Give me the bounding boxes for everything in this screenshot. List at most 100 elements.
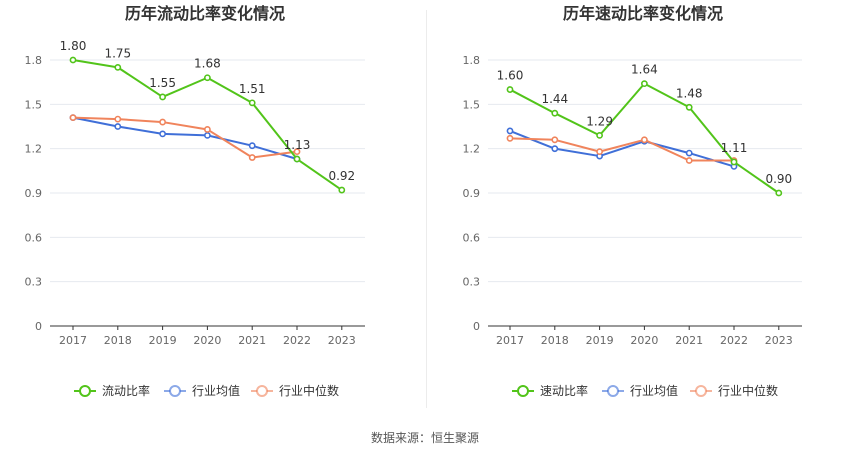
y-tick-label: 0.3 — [463, 276, 481, 289]
circle-line-icon — [79, 385, 91, 397]
data-point-industry_median[interactable] — [506, 134, 514, 142]
data-point-ratio[interactable] — [641, 80, 648, 88]
x-tick-label: 2023 — [765, 334, 793, 347]
legend-item-industry_avg[interactable]: 行业均值 — [602, 383, 678, 398]
data-point-industry_avg[interactable] — [203, 131, 211, 139]
data-point-industry_median[interactable] — [203, 126, 211, 133]
y-tick-label: 1.5 — [463, 98, 481, 111]
y-tick-label: 1.8 — [25, 54, 43, 67]
data-point-ratio[interactable] — [685, 103, 693, 111]
data-point-ratio[interactable] — [114, 63, 122, 71]
legend-item-industry_median[interactable]: 行业中位数 — [690, 383, 778, 398]
legend-item-ratio[interactable]: 流动比率 — [74, 383, 150, 398]
x-tick-label: 2021 — [238, 334, 266, 347]
data-label: 0.90 — [765, 172, 792, 186]
series-line-industry_median — [72, 116, 298, 159]
x-tick-label: 2019 — [149, 334, 177, 347]
data-point-industry_median[interactable] — [641, 136, 648, 144]
circle-line-icon — [517, 385, 529, 397]
legend-item-industry_avg[interactable]: 行业均值 — [164, 383, 240, 398]
circle-line-icon — [607, 385, 619, 397]
x-tick-label: 2018 — [541, 334, 569, 347]
data-point-ratio[interactable] — [69, 56, 77, 64]
data-label: 1.51 — [239, 82, 266, 96]
y-tick-label: 0.6 — [463, 231, 481, 244]
data-label: 1.60 — [497, 69, 524, 83]
data-point-industry_median[interactable] — [685, 157, 693, 164]
data-point-ratio[interactable] — [248, 99, 256, 107]
data-point-industry_median[interactable] — [248, 154, 256, 161]
y-tick-label: 1.2 — [25, 143, 43, 156]
legend-label: 流动比率 — [102, 383, 150, 398]
data-point-ratio[interactable] — [293, 155, 301, 163]
data-point-industry_avg[interactable] — [114, 123, 122, 130]
x-tick-label: 2022 — [720, 334, 748, 347]
x-tick-label: 2017 — [59, 334, 87, 347]
panel-divider — [426, 10, 427, 408]
legend-item-industry_median[interactable]: 行业中位数 — [251, 383, 339, 398]
y-tick-label: 0.9 — [463, 187, 481, 200]
x-tick-label: 2018 — [104, 334, 132, 347]
circle-line-icon — [695, 385, 707, 397]
circle-line-icon — [256, 385, 268, 397]
y-tick-label: 0 — [473, 320, 480, 333]
x-tick-label: 2017 — [496, 334, 524, 347]
data-label: 1.13 — [284, 138, 311, 152]
data-point-ratio[interactable] — [338, 186, 346, 194]
x-tick-label: 2022 — [283, 334, 311, 347]
x-tick-label: 2020 — [193, 334, 221, 347]
data-label: 1.29 — [586, 114, 613, 128]
series-line-industry_median — [509, 137, 734, 162]
legend-label: 行业均值 — [192, 383, 240, 398]
data-point-industry_median[interactable] — [114, 115, 122, 123]
y-tick-label: 0.6 — [25, 231, 43, 244]
data-point-industry_avg[interactable] — [551, 145, 559, 153]
data-label: 0.92 — [328, 169, 355, 183]
chart-panel-2: 历年速动比率变化情况 0 0.3 0.6 0.9 1.2 1.5 1.8 2017 2018 201… — [463, 4, 802, 398]
y-tick-label: 1.8 — [463, 54, 481, 67]
data-label: 1.48 — [676, 86, 703, 100]
data-label: 1.75 — [104, 46, 131, 60]
data-point-ratio[interactable] — [730, 158, 738, 166]
data-label: 1.64 — [631, 63, 658, 77]
x-tick-label: 2020 — [630, 334, 658, 347]
x-tick-label: 2019 — [586, 334, 614, 347]
data-point-industry_median[interactable] — [551, 136, 559, 144]
data-source-note: 数据来源：恒生聚源 — [370, 431, 479, 445]
data-label: 1.44 — [541, 92, 568, 106]
legend-label: 行业中位数 — [279, 383, 339, 398]
legend-label: 行业中位数 — [718, 383, 778, 398]
data-label: 1.11 — [721, 141, 748, 155]
data-label: 1.68 — [194, 57, 221, 71]
data-point-ratio[interactable] — [506, 86, 514, 93]
series-line-industry_avg — [72, 116, 298, 160]
data-point-ratio[interactable] — [159, 93, 166, 101]
data-point-ratio[interactable] — [551, 109, 559, 117]
chart-title: 历年速动比率变化情况 — [563, 4, 723, 23]
data-label: 1.80 — [60, 39, 87, 53]
x-tick-label: 2023 — [328, 334, 356, 347]
data-point-industry_avg[interactable] — [159, 130, 166, 138]
y-tick-label: 1.2 — [463, 143, 481, 156]
data-point-industry_median[interactable] — [159, 118, 166, 126]
legend-item-ratio[interactable]: 速动比率 — [512, 383, 588, 398]
data-point-industry_avg[interactable] — [685, 149, 693, 157]
legend-label: 速动比率 — [540, 383, 588, 398]
data-point-ratio[interactable] — [775, 189, 783, 197]
data-point-ratio[interactable] — [203, 74, 211, 82]
data-point-industry_median[interactable] — [69, 114, 77, 122]
data-point-industry_median[interactable] — [596, 148, 603, 156]
x-tick-label: 2021 — [675, 334, 703, 347]
data-point-ratio[interactable] — [596, 131, 603, 139]
data-point-industry_avg[interactable] — [506, 127, 514, 135]
data-point-industry_median[interactable] — [293, 148, 301, 156]
series-line-industry_avg — [509, 130, 735, 168]
data-point-industry_avg[interactable] — [248, 142, 256, 150]
y-tick-label: 0 — [35, 320, 42, 333]
chart-title: 历年流动比率变化情况 — [125, 4, 285, 23]
data-label: 1.55 — [149, 76, 176, 90]
legend-label: 行业均值 — [630, 383, 678, 398]
y-tick-label: 0.3 — [25, 276, 43, 289]
y-tick-label: 1.5 — [25, 98, 43, 111]
